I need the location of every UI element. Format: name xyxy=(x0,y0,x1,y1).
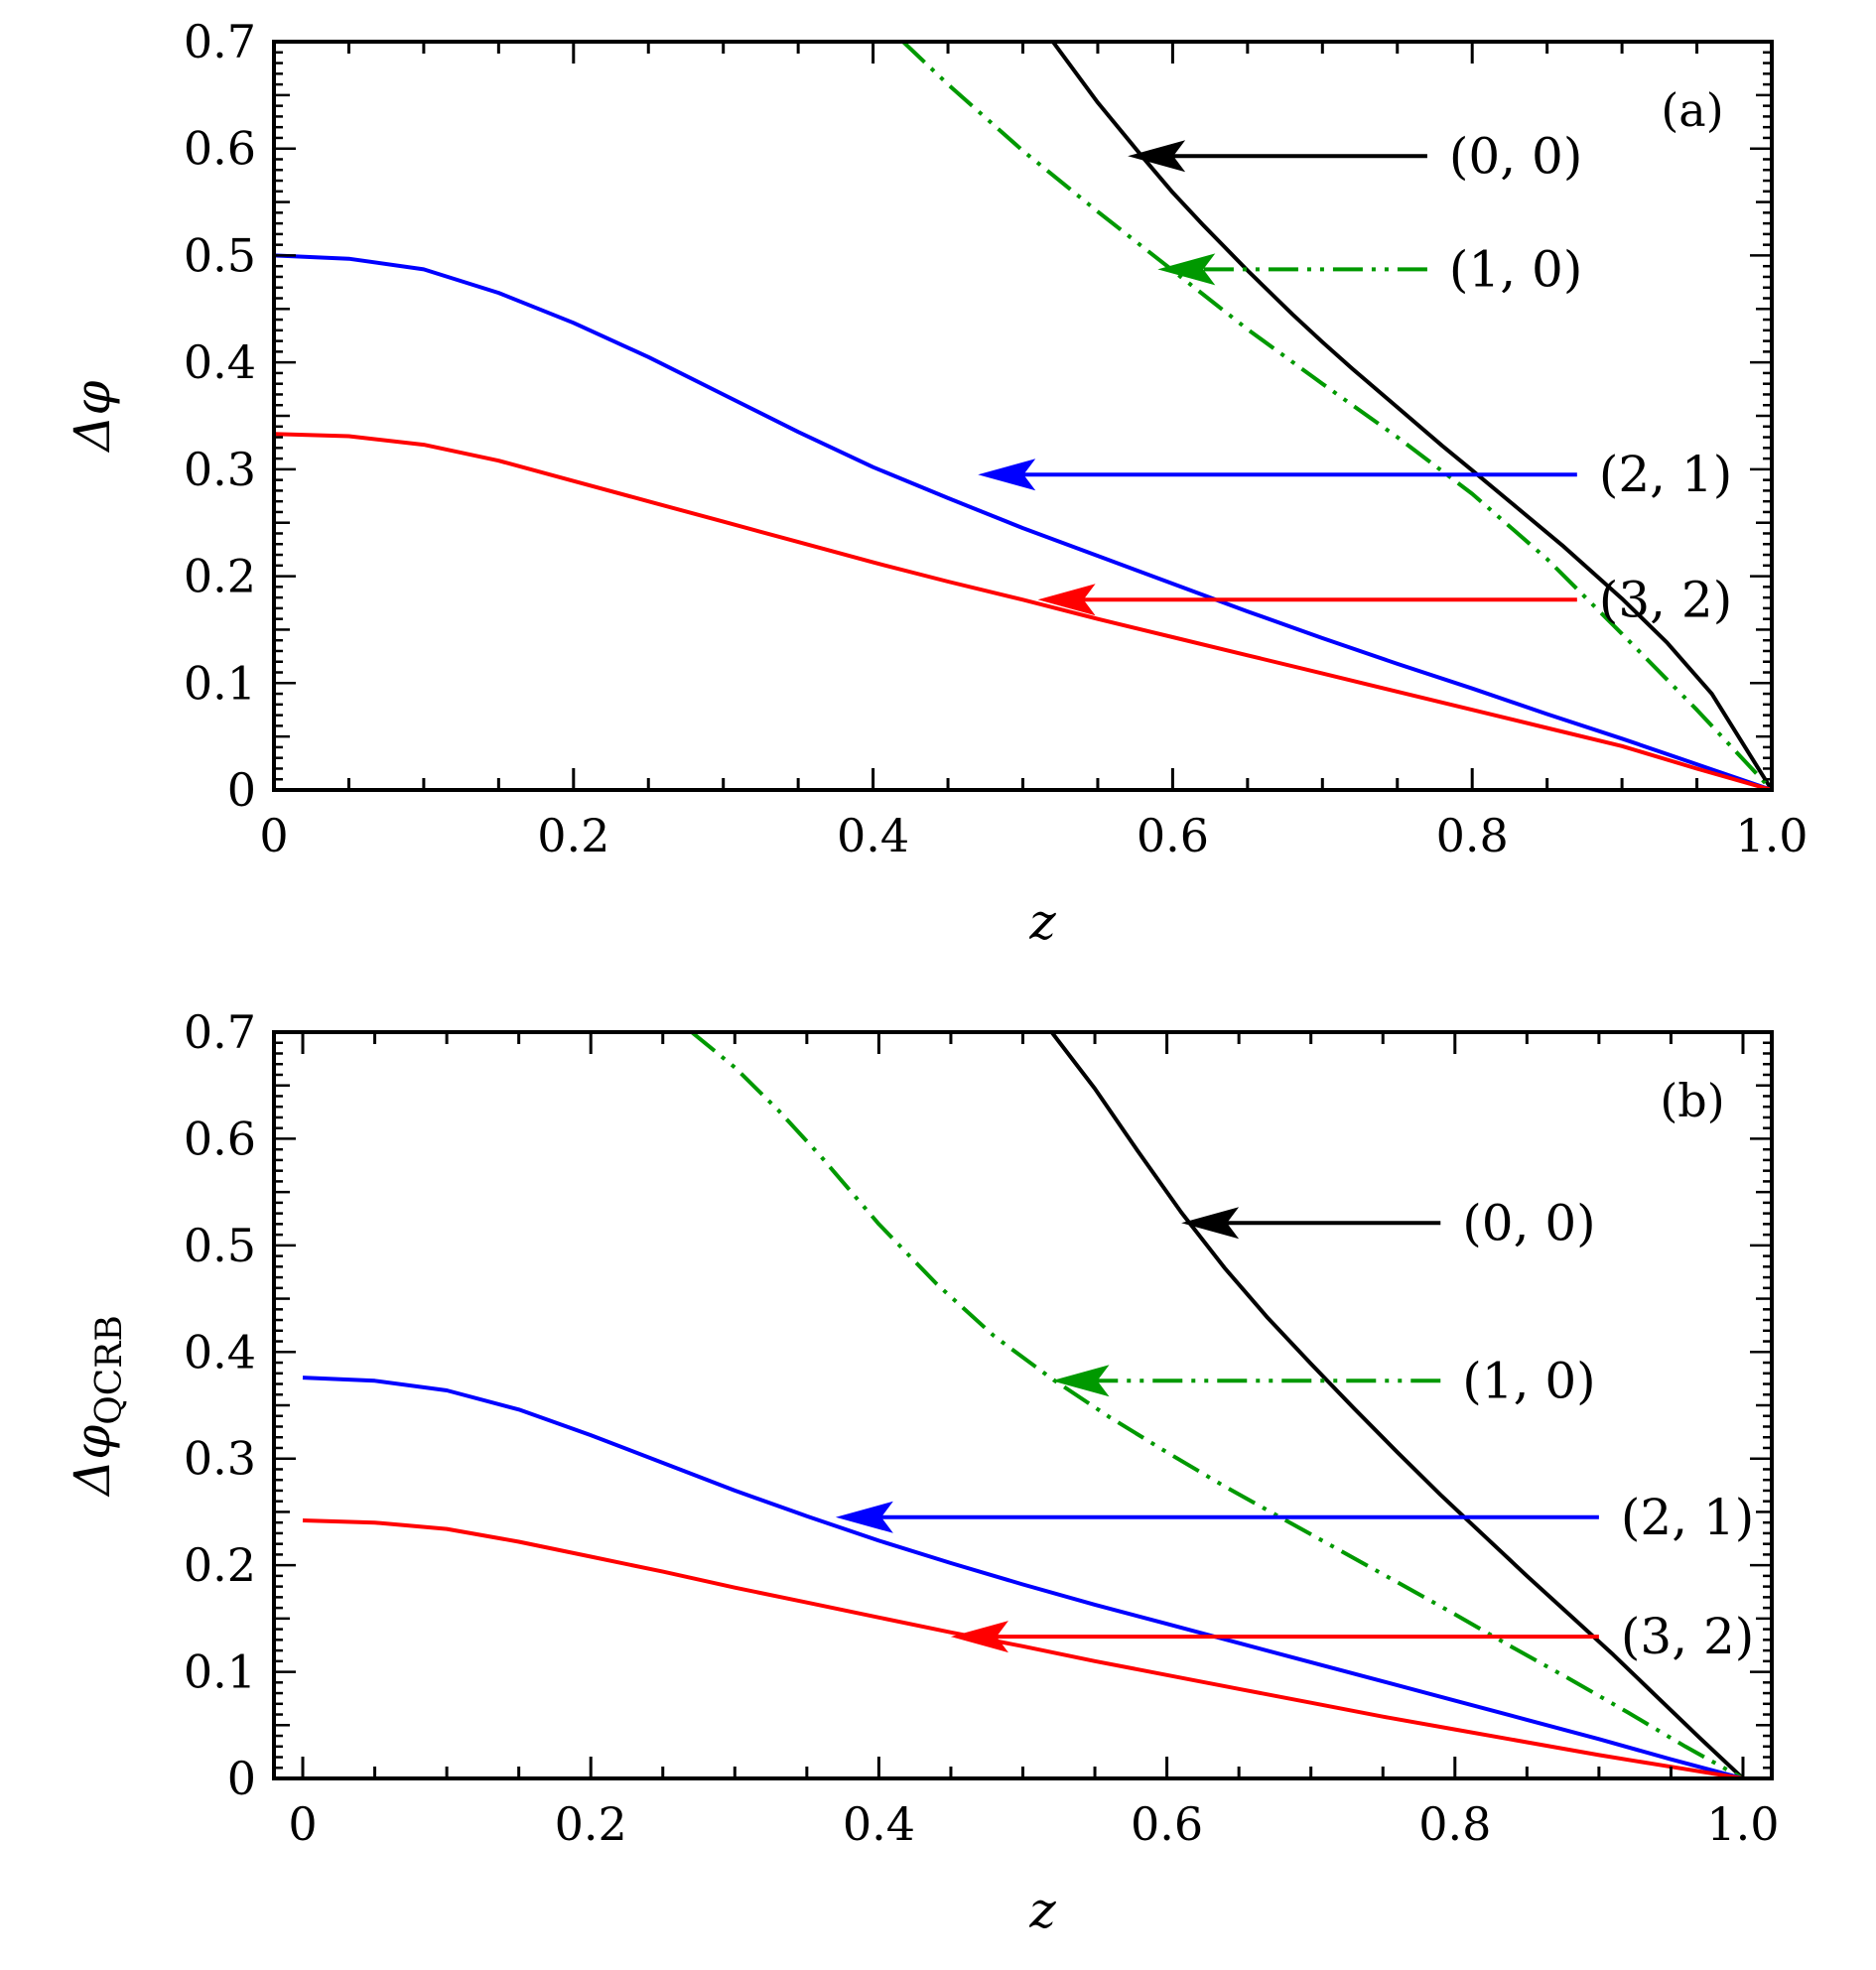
annotation-arrowhead xyxy=(950,1621,1008,1653)
y-tick-label: 0.1 xyxy=(184,656,256,710)
panel-tag: (b) xyxy=(1660,1074,1724,1127)
x-tick-label: 0.2 xyxy=(537,809,609,862)
y-tick-label: 0.7 xyxy=(184,1005,256,1059)
y-tick-label: 0.3 xyxy=(184,443,256,496)
x-tick-label: 1.0 xyxy=(1706,1797,1779,1851)
annotation-arrowhead xyxy=(835,1501,893,1533)
x-tick-label: 1.0 xyxy=(1735,809,1808,862)
x-tick-label: 0.4 xyxy=(843,1797,915,1851)
y-axis-label: ΔφQCRB xyxy=(64,1315,130,1498)
x-tick-label: 0.4 xyxy=(837,809,909,862)
y-tick-label: 0.6 xyxy=(184,1112,256,1165)
y-tick-label: 0 xyxy=(227,1752,256,1805)
y-axis-label-subscript: QCRB xyxy=(89,1315,130,1425)
x-tick-label: 0.8 xyxy=(1436,809,1509,862)
x-tick-label: 0.6 xyxy=(1137,809,1209,862)
panel-tag: (a) xyxy=(1661,83,1723,137)
annotation-label: (2, 1) xyxy=(1621,1489,1754,1546)
x-axis-label: z xyxy=(1028,893,1056,951)
y-tick-label: 0.3 xyxy=(184,1432,256,1486)
y-tick-label: 0.2 xyxy=(184,550,256,603)
series-line-4 xyxy=(302,1518,1744,1778)
series-line-4 xyxy=(274,432,1772,790)
x-tick-label: 0 xyxy=(259,809,288,862)
y-tick-label: 0.1 xyxy=(184,1645,256,1699)
y-tick-label: 0.2 xyxy=(184,1538,256,1592)
y-tick-label: 0.6 xyxy=(184,122,256,176)
annotation-arrowhead xyxy=(1051,1365,1110,1397)
annotation-arrowhead xyxy=(978,459,1036,491)
y-tick-label: 0.5 xyxy=(184,1219,256,1272)
panel-a: 0 0.2 0.4 0.6 0.8 1.0 0 0.1 0.2 0.3 0.4 0.5 0.6 0.7 z Δ… xyxy=(64,15,1809,951)
annotation-label: (0, 0) xyxy=(1462,1194,1595,1251)
series-line-1 xyxy=(1051,42,1772,790)
y-axis-label: Δφ xyxy=(64,380,121,453)
y-tick-label: 0.7 xyxy=(184,15,256,68)
y-tick-label: 0.4 xyxy=(184,335,256,389)
series-line-2 xyxy=(690,1032,1744,1778)
annotation-label: (1, 0) xyxy=(1449,240,1582,298)
y-tick-label: 0.4 xyxy=(184,1325,256,1379)
annotation-label: (2, 1) xyxy=(1599,446,1732,503)
annotation-label: (3, 2) xyxy=(1621,1608,1754,1665)
annotation-arrowhead xyxy=(1037,584,1096,616)
x-tick-label: 0.6 xyxy=(1131,1797,1203,1851)
annotation-label: (1, 0) xyxy=(1462,1352,1595,1409)
annotation-arrowhead xyxy=(1157,253,1216,286)
x-tick-label: 0 xyxy=(288,1797,317,1851)
annotation-label: (3, 2) xyxy=(1599,571,1732,628)
annotation-arrowhead xyxy=(1181,1207,1240,1240)
x-axis-label: z xyxy=(1028,1882,1056,1939)
series-line-3 xyxy=(274,253,1772,790)
annotation-arrowhead xyxy=(1128,140,1186,173)
panel-b: 0 0.2 0.4 0.6 0.8 1.0 0 0.1 0.2 0.3 0.4 0.5 0.6 0.7 z Δ… xyxy=(64,1005,1780,1939)
annotation-label: (0, 0) xyxy=(1449,127,1582,185)
y-tick-label: 0 xyxy=(227,763,256,817)
series-line-3 xyxy=(302,1376,1744,1778)
x-tick-label: 0.8 xyxy=(1418,1797,1491,1851)
y-tick-label: 0.5 xyxy=(184,228,256,282)
series-line-2 xyxy=(901,42,1772,790)
series-line-1 xyxy=(1049,1032,1745,1778)
x-tick-label: 0.2 xyxy=(555,1797,627,1851)
